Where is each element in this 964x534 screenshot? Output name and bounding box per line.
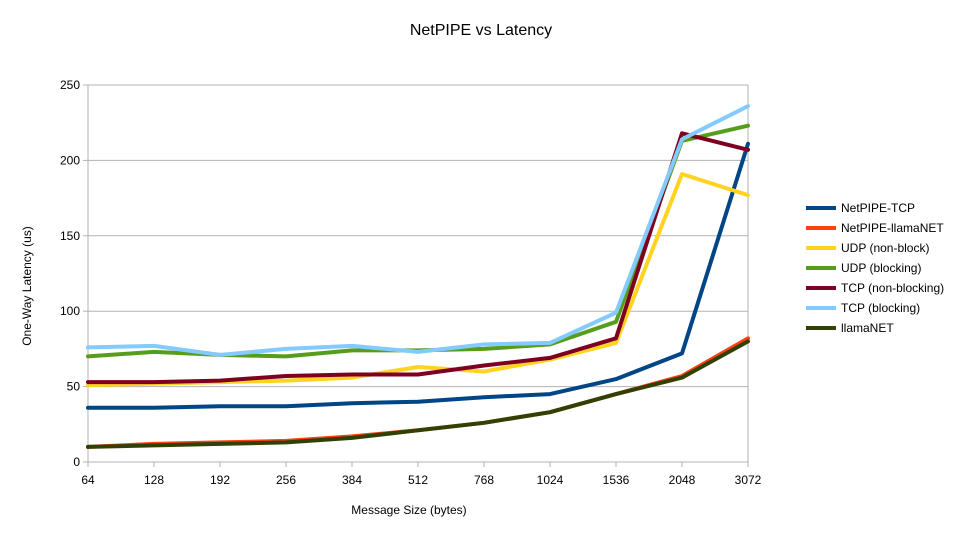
chart-title: NetPIPE vs Latency	[410, 22, 552, 39]
y-tick-label: 200	[60, 153, 80, 167]
series-line-netpipe-tcp	[86, 141, 750, 410]
legend-label: UDP (non-block)	[841, 241, 929, 255]
x-tick-label: 512	[408, 473, 428, 487]
legend-label: NetPIPE-llamaNET	[841, 221, 944, 235]
series-lines	[86, 104, 750, 449]
x-tick-label: 2048	[669, 473, 696, 487]
x-axis: 64 128 192 256 384 512 768 1024 1536 2048 3072	[81, 462, 762, 487]
legend-label: TCP (non-blocking)	[841, 281, 944, 295]
legend-label: llamaNET	[841, 321, 894, 335]
legend-label: NetPIPE-TCP	[841, 201, 915, 215]
x-tick-label: 3072	[735, 473, 762, 487]
legend-label: TCP (blocking)	[841, 301, 920, 315]
x-tick-label: 1024	[537, 473, 564, 487]
y-axis-label: One-Way Latency (us)	[20, 226, 34, 346]
x-tick-label: 64	[81, 473, 95, 487]
x-tick-label: 768	[474, 473, 494, 487]
y-tick-label: 50	[67, 380, 81, 394]
legend: NetPIPE-TCP NetPIPE-llamaNET UDP (non-bloc…	[806, 201, 944, 335]
x-tick-label: 128	[144, 473, 164, 487]
x-axis-label: Message Size (bytes)	[351, 503, 466, 517]
x-tick-label: 192	[210, 473, 230, 487]
x-tick-label: 1536	[603, 473, 630, 487]
x-tick-label: 256	[276, 473, 296, 487]
y-tick-label: 250	[60, 78, 80, 92]
y-tick-label: 150	[60, 229, 80, 243]
x-tick-label: 384	[342, 473, 362, 487]
series-line-tcp-non-blocking	[86, 131, 750, 385]
y-tick-label: 0	[73, 455, 80, 469]
y-tick-label: 100	[60, 304, 80, 318]
legend-label: UDP (blocking)	[841, 261, 921, 275]
y-axis: 0 50 100 150 200 250	[60, 78, 88, 469]
series-line-tcp-blocking	[86, 104, 750, 357]
series-line-llamanet	[86, 339, 750, 449]
